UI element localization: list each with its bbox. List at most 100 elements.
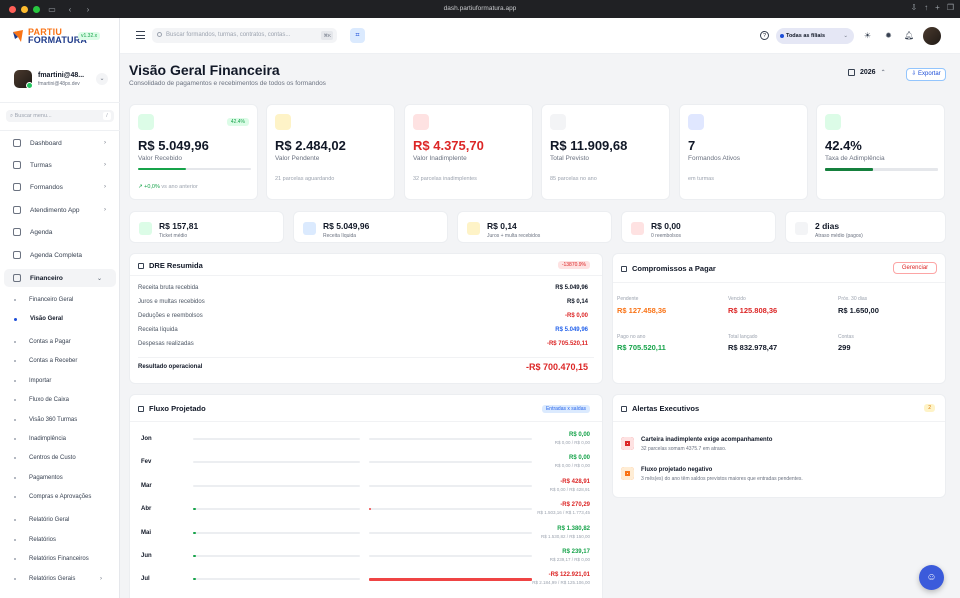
sidebar-subitem-pagamentos[interactable]: Pagamentos: [0, 470, 120, 486]
entradas-track: [193, 508, 360, 511]
sidebar-item-turmas[interactable]: Turmas ›: [0, 156, 120, 174]
new-tab-icon[interactable]: +: [935, 3, 940, 12]
sidebar-item-agenda[interactable]: Agenda: [0, 223, 120, 241]
alertas-card: Alertas Executivos 2 Carteira inadimplen…: [612, 394, 946, 498]
help-icon[interactable]: ?: [760, 31, 769, 40]
divider: [130, 421, 602, 422]
money-icon: [138, 114, 154, 130]
scan-icon[interactable]: ⌗: [350, 28, 365, 43]
main-content: Visão Geral Financeira Consolidado de pa…: [120, 54, 960, 598]
theme-icon[interactable]: ✹: [885, 31, 892, 40]
user-menu[interactable]: fmartini@48... fmartini@48px.dev ⌄: [8, 66, 112, 92]
section-title: Alertas Executivos: [632, 404, 700, 413]
dre-row-label: Juros e multas recebidos: [138, 299, 205, 305]
entradas-track: [193, 531, 360, 534]
dre-badge: -13870.9%: [557, 261, 590, 269]
receipt-icon: [139, 222, 152, 235]
sidebar-subitem-relatorios[interactable]: Relatórios: [0, 532, 120, 548]
kpi-badge: 42.4%: [226, 118, 249, 126]
saidas-track: [369, 484, 532, 487]
fluxo-row: Mai R$ 1.380,82 R$ 1.530,82 / R$ 150,00: [130, 526, 600, 549]
bullet-icon: [14, 519, 16, 521]
export-button[interactable]: ⇩ Exportar: [906, 68, 946, 81]
address-bar[interactable]: dash.partiuformatura.app: [280, 3, 680, 15]
sidebar-subitem-centros-de-custo[interactable]: Centros de Custo: [0, 450, 120, 466]
kpi-card-valor-recebido: 42.4% R$ 5.049,96 Valor Recebido ↗ +0,0%…: [129, 104, 258, 200]
section-title: Fluxo Projetado: [149, 404, 206, 413]
sidebar-item-agenda-completa[interactable]: Agenda Completa: [0, 246, 120, 264]
sidebar-subitem-inadimplencia[interactable]: Inadimplência: [0, 431, 120, 447]
sidebar-subitem-visao-360-turmas[interactable]: Visão 360 Turmas: [0, 412, 120, 428]
compromisso-label: Contas: [838, 334, 854, 340]
bell-icon[interactable]: 🔔︎: [904, 31, 915, 40]
sidebar-subitem-relatorios-financeiros[interactable]: Relatórios Financeiros: [0, 551, 120, 567]
kpi-card-formandos-ativos: 7 Formandos Ativos em turmas: [679, 104, 808, 200]
close-window-button[interactable]: [9, 5, 16, 13]
shield-icon: [621, 406, 627, 412]
chevron-right-icon: ›: [104, 162, 106, 168]
alert-title: Carteira inadimplente exige acompanhamen…: [641, 437, 773, 443]
saidas-track: [369, 508, 532, 511]
alert-icon: [621, 437, 634, 450]
refund-icon: [631, 222, 644, 235]
year-selector[interactable]: 2026 ⌃: [848, 69, 886, 76]
sidebar-subitem-relatorio-geral[interactable]: Relatório Geral: [0, 512, 120, 528]
sidebar-subitem-contas-a-pagar[interactable]: Contas a Pagar: [0, 334, 120, 350]
mini-card-receita-liquida: R$ 5.049,96 Receita líquida: [293, 211, 448, 243]
gerenciar-button[interactable]: Gerenciar: [893, 262, 937, 274]
fluxo-value: -R$ 122.921,01: [548, 572, 590, 579]
bullet-icon: [14, 360, 16, 362]
sidebar-subitem-relatorios-gerais[interactable]: Relatórios Gerais ›: [0, 571, 120, 587]
app-logo[interactable]: PARTIU FORMATURA: [12, 28, 87, 45]
sidebar-subitem-visao-geral[interactable]: Visão Geral: [0, 311, 120, 327]
avatar[interactable]: [923, 27, 941, 45]
maximize-window-button[interactable]: [33, 5, 40, 13]
sidebar-item-formandos[interactable]: Formandos ›: [0, 178, 120, 196]
sidebar-item-dashboard[interactable]: Dashboard ›: [0, 134, 120, 152]
alert-description: 3 mês(es) do ano têm saldos previstos ma…: [641, 476, 803, 482]
tabs-overview-icon[interactable]: ❐: [946, 3, 954, 12]
chevron-right-icon: ›: [100, 576, 102, 582]
menu-icon[interactable]: [136, 31, 145, 39]
saidas-track: [369, 555, 532, 557]
user-menu-chevron-icon[interactable]: ⌄: [96, 73, 108, 85]
sidebar-subitem-fluxo-de-caixa[interactable]: Fluxo de Caixa: [0, 392, 120, 408]
sidebar-search-input[interactable]: ⌕ Buscar menu... /: [6, 110, 114, 122]
page-title: Visão Geral Financeira: [129, 62, 280, 78]
chevron-down-icon: ⌄: [843, 33, 848, 39]
global-search-input[interactable]: Buscar formandos, turmas, contratos, con…: [152, 28, 337, 43]
chat-assistant-button[interactable]: ☺: [919, 565, 944, 590]
forward-icon[interactable]: ›: [86, 4, 90, 14]
kpi-value: R$ 2.484,02: [275, 138, 346, 153]
bullet-icon: [14, 477, 16, 479]
minimize-window-button[interactable]: [21, 5, 28, 13]
download-icon[interactable]: ⇩: [910, 3, 918, 12]
fluxo-row: Mar -R$ 428,91 R$ 0,00 / R$ 428,91: [130, 478, 600, 502]
percent-icon: [825, 114, 841, 130]
sidebar-subitem-label: Inadimplência: [29, 436, 67, 442]
fluxo-subvalue: R$ 1.503,16 / R$ 1.773,45: [537, 510, 590, 516]
sidebar-item-label: Agenda: [30, 228, 53, 236]
share-icon[interactable]: ↑: [924, 3, 929, 12]
logo-text: PARTIU FORMATURA: [28, 28, 87, 45]
kpi-value: R$ 11.909,68: [550, 138, 628, 153]
compromissos-card: Compromissos a Pagar Gerenciar Pendente …: [612, 253, 946, 384]
sidebar-item-atendimento-app[interactable]: Atendimento App ›: [0, 201, 120, 219]
sun-icon[interactable]: ☀: [863, 31, 872, 40]
sidebar-item-financeiro[interactable]: Financeiro ⌄: [4, 269, 116, 287]
dre-result-row: Resultado operacional -R$ 700.470,15: [138, 362, 588, 374]
sidebar-toggle-icon[interactable]: ▭: [48, 4, 56, 14]
fluxo-badge: Entradas x saídas: [541, 405, 590, 413]
filial-select[interactable]: Todas as filiais ⌄: [776, 28, 854, 44]
sidebar-subitem-contas-a-receber[interactable]: Contas a Receber: [0, 353, 120, 369]
compromisso-label: Próx. 30 dias: [838, 296, 868, 302]
search-icon: [157, 32, 162, 37]
fluxo-value: -R$ 428,91: [560, 478, 590, 485]
sidebar-subitem-financeiro-geral[interactable]: Financeiro Geral: [0, 292, 120, 308]
bullet-icon: [14, 419, 16, 421]
sidebar-subitem-importar[interactable]: Importar: [0, 373, 120, 389]
sidebar-subitem-compras-e-aprovacoes[interactable]: Compras e Aprovações: [0, 489, 120, 505]
bullet-icon: [14, 578, 16, 580]
back-icon[interactable]: ‹: [68, 4, 72, 14]
